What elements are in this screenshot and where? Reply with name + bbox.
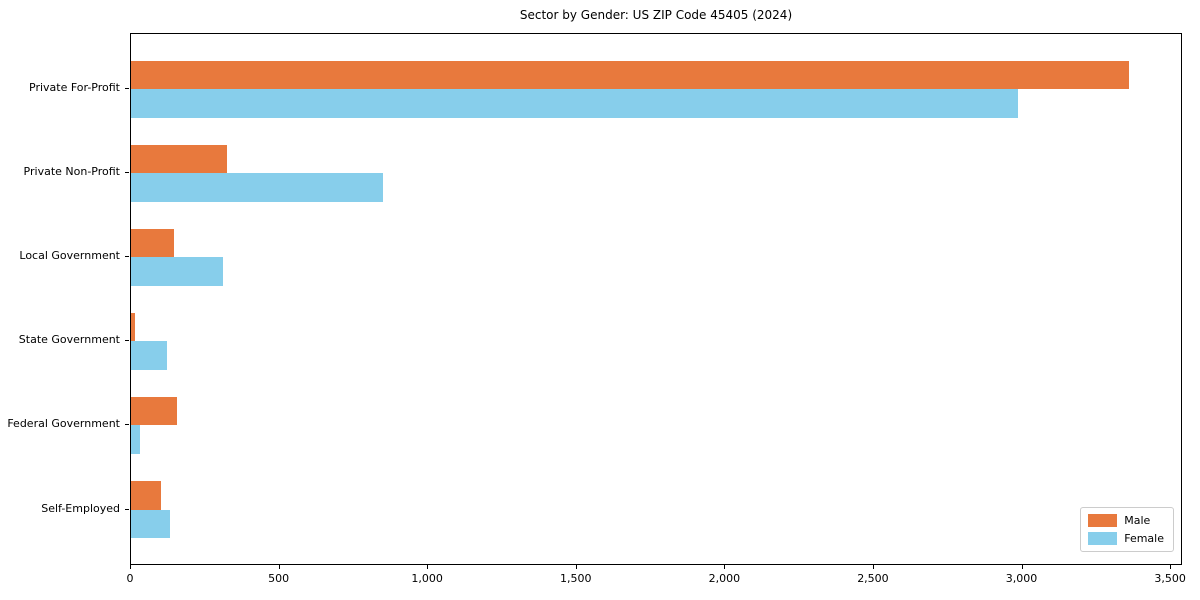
- x-tick-3000: [1021, 565, 1023, 569]
- bar-female-private-non-profit: [131, 173, 384, 202]
- y-label-state-government: State Government: [18, 333, 120, 347]
- bar-female-self-employed: [131, 509, 170, 538]
- x-label-1500: 1,500: [560, 572, 592, 585]
- bars-layer: [131, 34, 1181, 564]
- x-tick-0: [130, 565, 131, 569]
- bar-male-private-for-profit: [131, 60, 1130, 89]
- bar-male-local-government: [131, 228, 174, 258]
- bar-male-state-government: [131, 312, 136, 342]
- x-tick-500: [278, 565, 280, 569]
- y-label-federal-government: Federal Government: [7, 417, 120, 431]
- legend-swatch-female: [1088, 532, 1118, 545]
- x-tick-2500: [872, 565, 874, 569]
- legend-swatch-male: [1088, 514, 1118, 527]
- legend-label-male: Male: [1124, 514, 1151, 527]
- x-tick-1000: [427, 565, 429, 569]
- y-tick-local-government: [125, 256, 129, 258]
- bar-female-private-for-profit: [131, 89, 1018, 118]
- x-label-2000: 2,000: [708, 572, 741, 585]
- legend-item-male: Male: [1088, 514, 1164, 527]
- bar-male-self-employed: [131, 481, 161, 510]
- chart-title: Sector by Gender: US ZIP Code 45405 (202…: [519, 8, 793, 22]
- bar-male-private-non-profit: [131, 144, 228, 174]
- x-label-3000: 3,000: [1005, 572, 1038, 585]
- y-tick-private-non-profit: [125, 172, 129, 174]
- y-label-private-for-profit: Private For-Profit: [29, 81, 120, 94]
- x-label-3500: 3,500: [1154, 572, 1186, 585]
- legend-label-female: Female: [1124, 532, 1164, 545]
- x-label-2500: 2,500: [857, 572, 889, 585]
- bar-male-federal-government: [131, 396, 177, 426]
- x-label-0: 0: [126, 572, 134, 585]
- y-tick-state-government: [125, 340, 129, 342]
- y-label-self-employed: Self-Employed: [41, 501, 120, 515]
- plot-area: Male Female: [130, 33, 1182, 565]
- legend-item-female: Female: [1088, 532, 1164, 545]
- x-tick-2000: [724, 565, 726, 569]
- y-tick-private-for-profit: [125, 88, 129, 89]
- bar-female-local-government: [131, 257, 223, 286]
- legend: Male Female: [1080, 507, 1174, 552]
- x-tick-3500: [1170, 565, 1172, 569]
- y-tick-self-employed: [125, 508, 129, 510]
- bar-female-federal-government: [131, 425, 140, 454]
- bar-female-state-government: [131, 341, 167, 370]
- y-label-private-non-profit: Private Non-Profit: [23, 165, 120, 179]
- x-label-500: 500: [268, 572, 290, 585]
- x-label-1000: 1,000: [411, 572, 443, 585]
- x-tick-1500: [575, 565, 577, 569]
- y-label-local-government: Local Government: [19, 249, 120, 263]
- y-tick-federal-government: [125, 424, 129, 426]
